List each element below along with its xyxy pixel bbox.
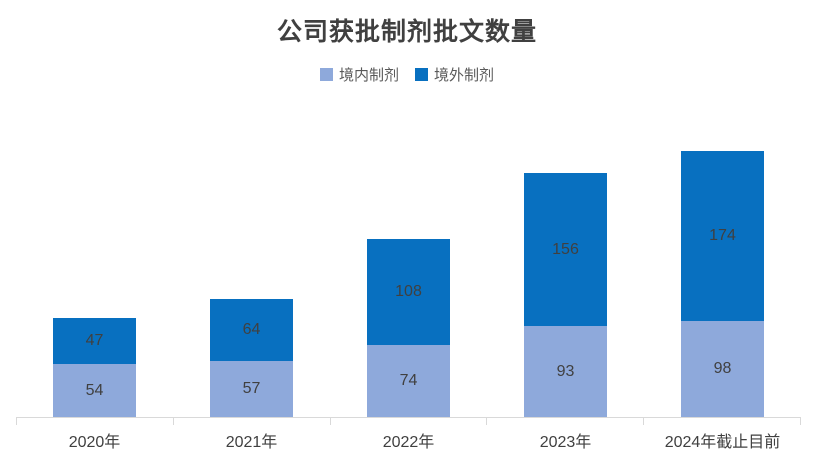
legend-item: 境外制剂 bbox=[415, 64, 494, 85]
data-label: 74 bbox=[399, 371, 418, 389]
bar-segment: 156 bbox=[524, 173, 607, 327]
axis-tick bbox=[329, 418, 487, 425]
plot-area: 47 54 64 57 108 74 156 93 174 98 bbox=[16, 130, 801, 417]
stacked-bar: 108 74 bbox=[367, 239, 450, 417]
stacked-bar: 156 93 bbox=[524, 173, 607, 417]
axis-tick bbox=[643, 418, 801, 425]
x-axis-ticks bbox=[16, 418, 801, 425]
bar-segment: 64 bbox=[210, 298, 293, 362]
bar-segment: 47 bbox=[53, 318, 136, 365]
legend-item: 境内制剂 bbox=[319, 64, 399, 85]
stacked-bar: 64 57 bbox=[210, 298, 293, 417]
data-label: 64 bbox=[242, 320, 261, 338]
data-label: 108 bbox=[395, 282, 422, 300]
category-cell: 47 54 bbox=[16, 130, 173, 417]
legend-label: 境内制剂 bbox=[338, 67, 399, 84]
legend-label: 境外制剂 bbox=[434, 67, 495, 84]
bar-segment: 54 bbox=[53, 364, 136, 417]
stacked-bar: 174 98 bbox=[681, 150, 764, 417]
legend-swatch-icon bbox=[319, 68, 333, 81]
data-label: 174 bbox=[709, 227, 736, 245]
axis-tick bbox=[486, 418, 643, 425]
axis-tick bbox=[172, 418, 330, 425]
bar-segment: 108 bbox=[367, 239, 450, 345]
data-label: 98 bbox=[713, 360, 732, 378]
axis-category-label: 2021年 bbox=[225, 434, 278, 451]
category-cell: 174 98 bbox=[644, 130, 801, 417]
axis-tick bbox=[16, 418, 173, 425]
chart-title: 公司获批制剂批文数量 bbox=[276, 18, 537, 46]
x-axis: 2020年 2021年 2022年 2023年 2024年截止目前 bbox=[16, 417, 801, 452]
axis-category-label: 2022年 bbox=[382, 434, 435, 451]
data-label: 57 bbox=[242, 380, 261, 398]
x-axis-labels: 2020年 2021年 2022年 2023年 2024年截止目前 bbox=[16, 425, 801, 452]
bar-segment: 93 bbox=[524, 326, 607, 417]
category-cell: 64 57 bbox=[173, 130, 330, 417]
bar-segment: 174 bbox=[681, 150, 764, 322]
legend-swatch-icon bbox=[415, 68, 428, 81]
data-label: 54 bbox=[85, 381, 104, 399]
bar-segment: 98 bbox=[681, 321, 764, 417]
axis-category-label: 2020年 bbox=[68, 434, 121, 451]
category-cell: 156 93 bbox=[487, 130, 644, 417]
bars-row: 47 54 64 57 108 74 156 93 174 98 bbox=[16, 130, 801, 417]
chart-legend: 境内制剂 境外制剂 bbox=[0, 64, 814, 85]
data-label: 47 bbox=[85, 332, 104, 350]
data-label: 156 bbox=[552, 240, 579, 258]
axis-category-label: 2023年 bbox=[539, 434, 592, 451]
data-label: 93 bbox=[556, 362, 575, 380]
stacked-bar: 47 54 bbox=[53, 318, 136, 417]
axis-category-label: 2024年截止目前 bbox=[664, 434, 781, 451]
bar-segment: 57 bbox=[210, 361, 293, 417]
category-cell: 108 74 bbox=[330, 130, 487, 417]
bar-segment: 74 bbox=[367, 344, 450, 417]
